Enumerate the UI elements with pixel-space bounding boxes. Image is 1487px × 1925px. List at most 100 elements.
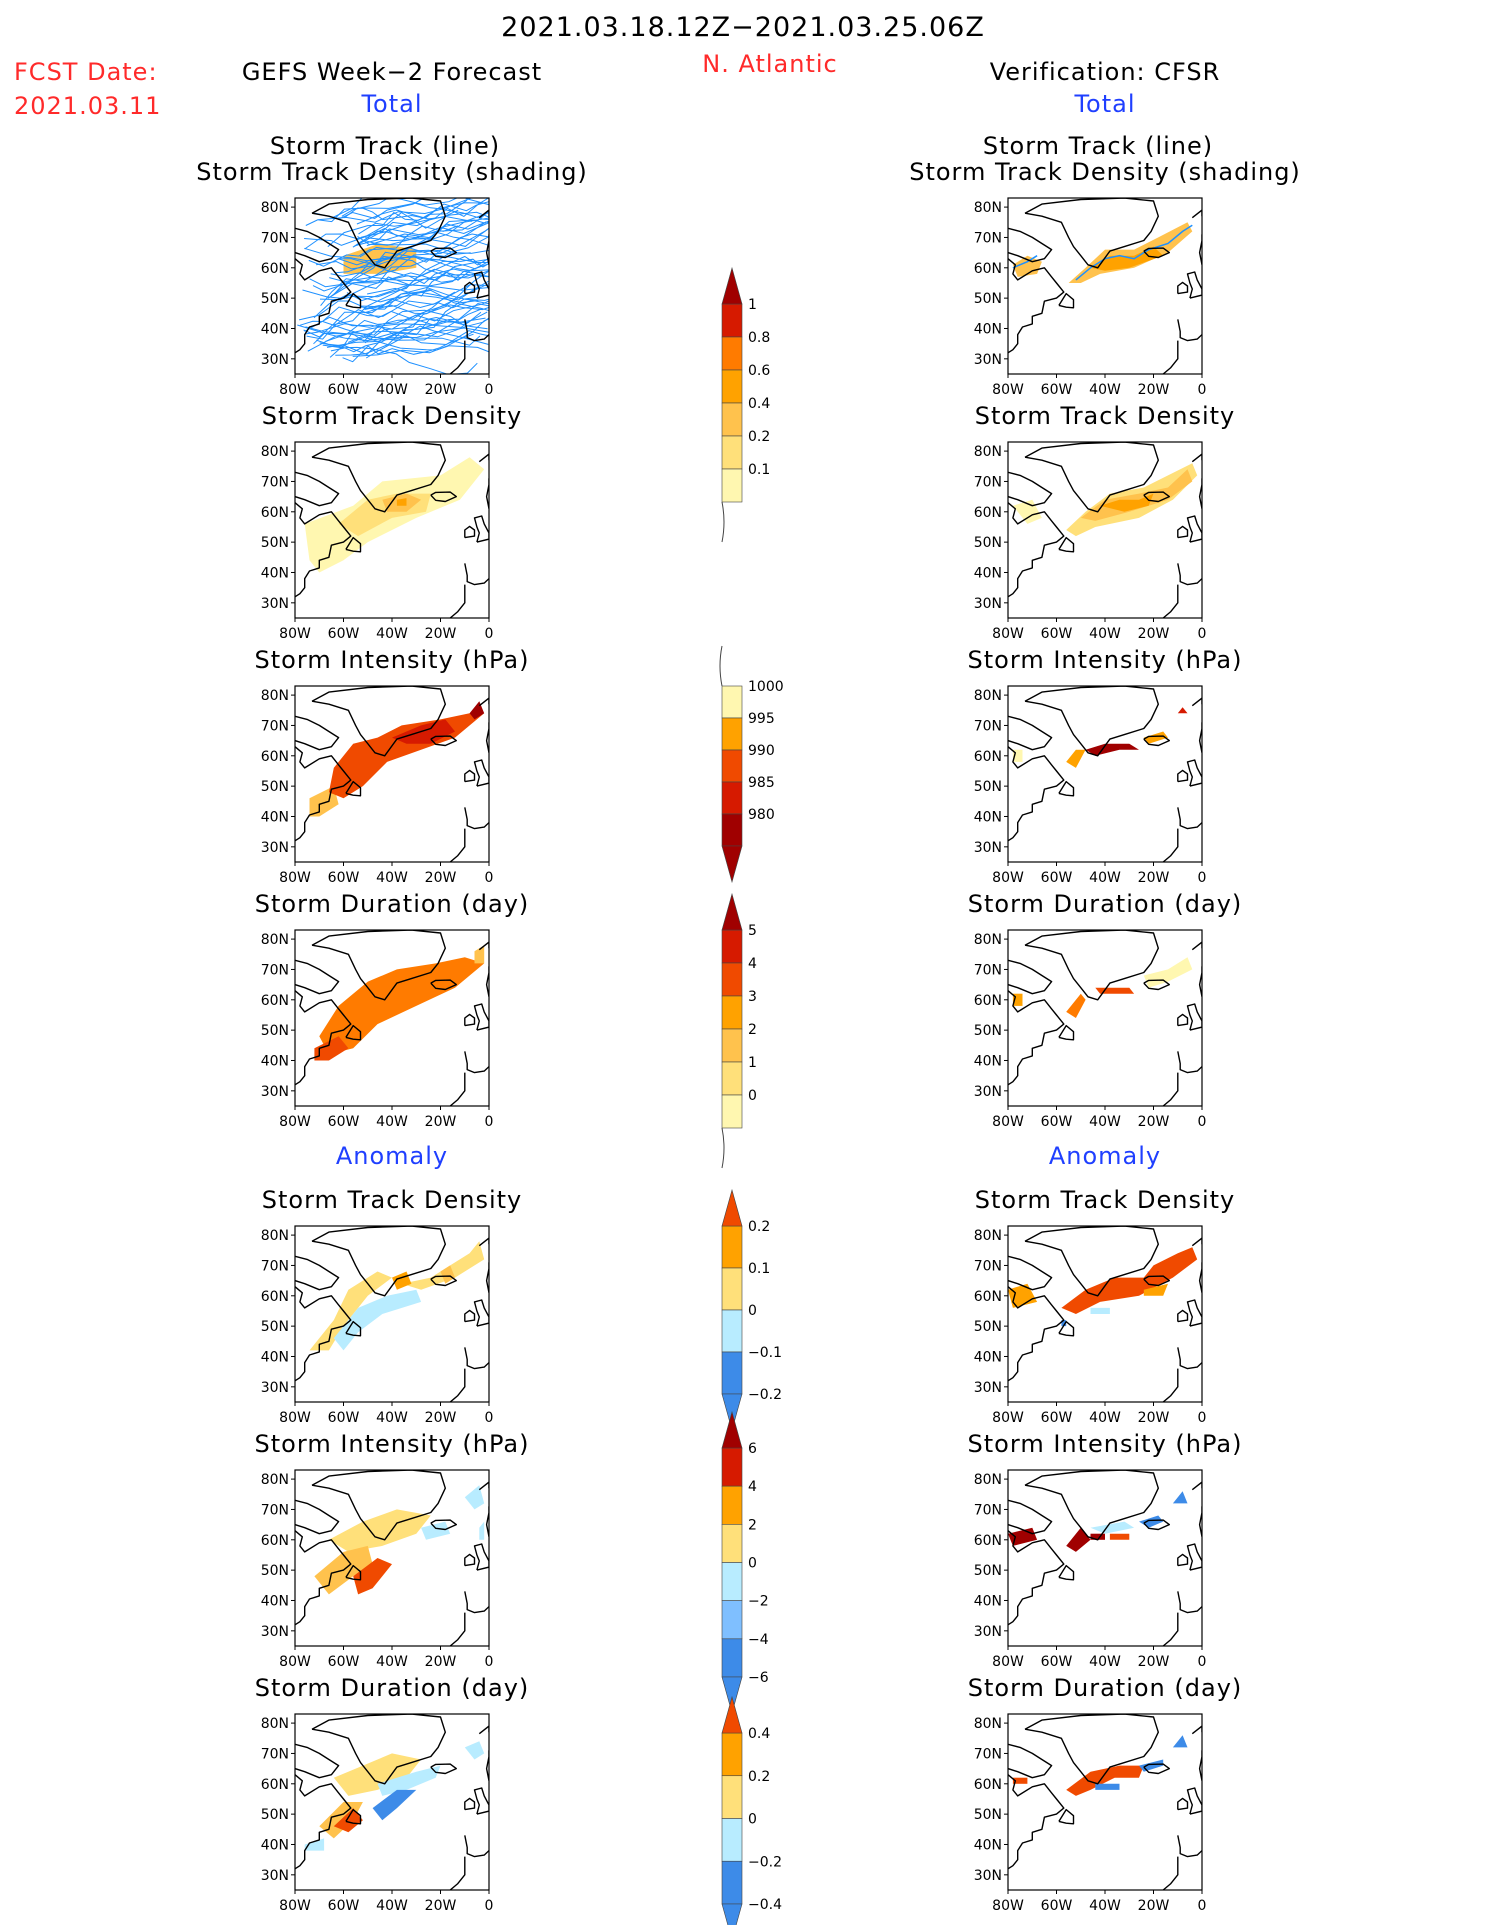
lon-tick-label: 60W xyxy=(328,626,360,642)
coastline xyxy=(464,1591,489,1614)
shaded-region xyxy=(392,1271,412,1290)
coastline xyxy=(485,1262,489,1293)
storm-track-line xyxy=(319,273,489,301)
coastline xyxy=(1008,258,1065,354)
lon-tick-label: 80W xyxy=(279,1898,311,1914)
section-anomaly-left: Anomaly xyxy=(335,1142,449,1170)
map-frame xyxy=(1007,929,1203,1107)
coastline xyxy=(1058,1320,1075,1337)
map-left-3: 80N 70N 60N 50N 40N 30N 80W 60W 40W 20W 0 xyxy=(261,685,494,886)
map-right-7: 80N 70N 60N 50N 40N 30N 80W 60W 40W 20W 0 xyxy=(974,1713,1207,1914)
storm-track-line xyxy=(312,212,489,292)
shaded-region xyxy=(1139,1759,1164,1772)
lat-tick-label: 80N xyxy=(261,200,289,216)
map-frame xyxy=(294,1225,490,1403)
coastline xyxy=(1177,1013,1189,1027)
colorbar-intensity-anom: 6 4 2 0 −2 −4 −6 xyxy=(721,1410,769,1715)
lat-tick-label: 60N xyxy=(974,993,1002,1009)
lon-tick-label: 20W xyxy=(425,1898,457,1914)
colorbar-arrow-top xyxy=(721,1188,743,1227)
coastline xyxy=(1008,1530,1065,1626)
shaded-region xyxy=(1080,469,1193,521)
lon-tick-label: 80W xyxy=(992,1654,1024,1670)
lat-tick-label: 70N xyxy=(261,1258,289,1274)
lon-tick-label: 20W xyxy=(425,626,457,642)
coastline xyxy=(295,471,340,507)
coastline xyxy=(1143,1763,1170,1775)
coastline xyxy=(485,966,489,997)
map-content xyxy=(295,1226,489,1402)
lon-tick-label: 0 xyxy=(1198,1898,1207,1914)
map-frame xyxy=(294,1469,490,1647)
coastline xyxy=(478,209,489,219)
coastline xyxy=(449,1856,466,1890)
shaded-region xyxy=(1172,1491,1188,1504)
lat-tick-label: 70N xyxy=(974,1258,1002,1274)
coastline xyxy=(1198,966,1202,997)
lon-tick-label: 60W xyxy=(1041,382,1073,398)
coastline xyxy=(1186,1787,1202,1815)
coastline xyxy=(345,1024,362,1041)
colorbar-label: 985 xyxy=(748,775,775,791)
colorbar-segment xyxy=(721,1485,743,1525)
colorbar-segment xyxy=(721,336,743,371)
coastline xyxy=(430,1519,457,1531)
lon-tick-label: 0 xyxy=(1198,382,1207,398)
coastline xyxy=(1191,1481,1202,1491)
map-content xyxy=(1008,1714,1202,1890)
coastline xyxy=(464,281,476,295)
colorbar-duration-anom: 0.4 0.2 0 −0.2 −0.4 xyxy=(721,1695,782,1925)
map-content xyxy=(295,1714,489,1890)
coastline xyxy=(295,227,340,263)
coastline xyxy=(1058,780,1075,797)
coastline xyxy=(295,746,352,842)
colorbar-label: 4 xyxy=(748,1479,757,1495)
title-track-shading-right: Storm Track Density (shading) xyxy=(909,158,1301,186)
section-total-right: Total xyxy=(1074,90,1136,118)
lat-tick-label: 50N xyxy=(261,291,289,307)
coastline xyxy=(1162,1856,1179,1890)
coastline xyxy=(1177,807,1202,830)
colorbar-arrow-bottom xyxy=(721,1676,743,1715)
coastline xyxy=(464,563,489,586)
coastline xyxy=(1008,746,1065,842)
shaded-region xyxy=(372,1789,417,1821)
coastline xyxy=(1186,271,1202,299)
lon-tick-label: 80W xyxy=(992,1114,1024,1130)
colorbar-label: 1 xyxy=(748,1055,757,1071)
fcst-date-value: 2021.03.11 xyxy=(14,92,162,120)
coastline xyxy=(1058,1564,1075,1581)
storm-track-line xyxy=(342,333,474,363)
coastline xyxy=(295,1530,352,1626)
lat-tick-label: 40N xyxy=(261,1349,289,1365)
coastline xyxy=(1191,941,1202,951)
lon-tick-label: 0 xyxy=(485,870,494,886)
coastline xyxy=(1008,1255,1053,1291)
coastline xyxy=(478,453,489,463)
lon-tick-label: 0 xyxy=(485,1114,494,1130)
coastline xyxy=(464,525,476,539)
lon-tick-label: 20W xyxy=(1138,1410,1170,1426)
coastline xyxy=(1143,247,1170,259)
coastline xyxy=(1186,759,1202,787)
colorbar-segment xyxy=(721,929,743,964)
section-total-left: Total xyxy=(361,90,423,118)
lon-tick-label: 20W xyxy=(1138,626,1170,642)
lat-tick-label: 50N xyxy=(261,1319,289,1335)
colorbar-arrow-top xyxy=(721,1695,743,1734)
coastline xyxy=(485,1750,489,1781)
map-left-6: 80N 70N 60N 50N 40N 30N 80W 60W 40W 20W 0 xyxy=(261,1469,493,1670)
coastline xyxy=(473,759,489,787)
shaded-region xyxy=(333,1808,363,1833)
coastline xyxy=(464,1309,476,1323)
colorbar-label: 980 xyxy=(748,807,775,823)
coastline xyxy=(1143,1275,1170,1287)
lat-tick-label: 50N xyxy=(261,1563,289,1579)
lat-tick-label: 60N xyxy=(974,1289,1002,1305)
lon-tick-label: 40W xyxy=(376,1898,408,1914)
shaded-region xyxy=(314,1036,349,1061)
lon-tick-label: 80W xyxy=(992,626,1024,642)
lon-tick-label: 60W xyxy=(1041,1654,1073,1670)
shaded-region xyxy=(1100,493,1154,512)
lat-tick-label: 30N xyxy=(261,1868,289,1884)
